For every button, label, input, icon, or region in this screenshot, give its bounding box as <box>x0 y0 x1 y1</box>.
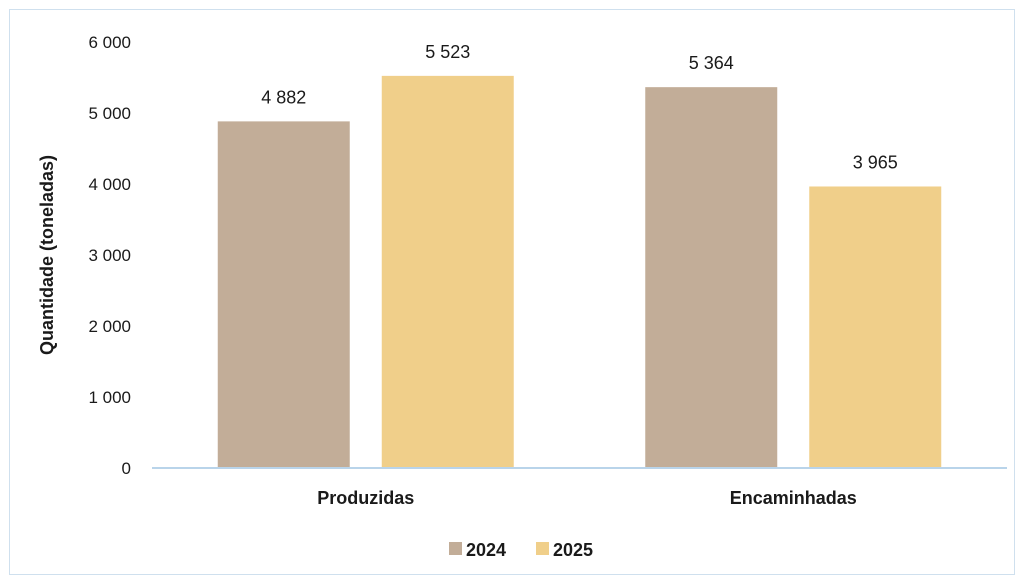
bar-2025-produzidas <box>381 75 514 468</box>
y-tick-label: 0 <box>122 459 131 478</box>
bar-2024-produzidas <box>217 121 350 469</box>
data-label: 4 882 <box>261 87 306 107</box>
data-label: 5 364 <box>689 53 734 73</box>
bar-2025-encaminhadas <box>809 186 942 469</box>
data-labels: 4 882 5 523 5 364 3 965 <box>261 42 898 173</box>
y-tick-label: 6 000 <box>88 33 131 52</box>
bars <box>217 75 942 469</box>
data-label: 5 523 <box>425 42 470 62</box>
category-labels: Produzidas Encaminhadas <box>317 488 857 508</box>
legend-swatch-2025 <box>536 542 549 555</box>
bar-2024-encaminhadas <box>645 87 778 468</box>
legend: 2024 2025 <box>449 540 593 560</box>
data-label: 3 965 <box>853 152 898 172</box>
y-axis-title: Quantidade (toneladas) <box>37 155 57 355</box>
category-label: Encaminhadas <box>730 488 857 508</box>
legend-swatch-2024 <box>449 542 462 555</box>
y-tick-label: 1 000 <box>88 388 131 407</box>
legend-label: 2024 <box>466 540 506 560</box>
y-tick-label: 4 000 <box>88 175 131 194</box>
category-label: Produzidas <box>317 488 414 508</box>
y-axis-ticks: 0 1 000 2 000 3 000 4 000 5 000 6 000 <box>88 33 131 478</box>
y-tick-label: 2 000 <box>88 317 131 336</box>
y-tick-label: 3 000 <box>88 246 131 265</box>
legend-label: 2025 <box>553 540 593 560</box>
y-tick-label: 5 000 <box>88 104 131 123</box>
